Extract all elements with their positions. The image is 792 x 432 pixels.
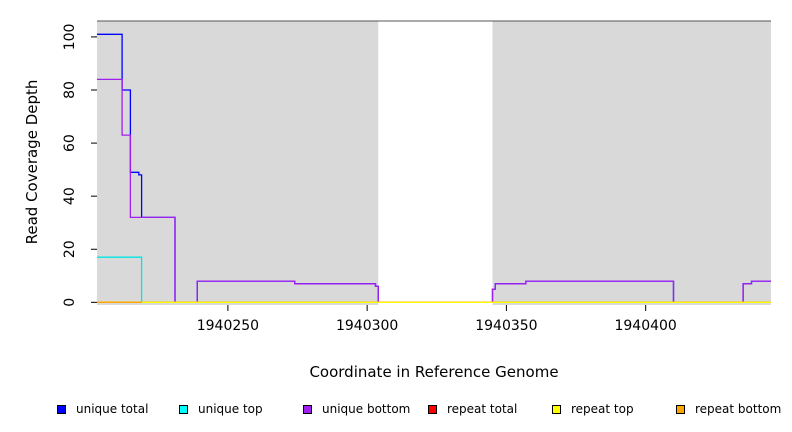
- legend-swatch: [57, 404, 66, 414]
- legend-swatch: [303, 404, 312, 414]
- x-axis-label: Coordinate in Reference Genome: [309, 363, 558, 381]
- legend-swatch: [552, 404, 561, 414]
- y-tick-label: 100: [62, 24, 78, 51]
- y-axis: 0 20 40 60 80 100: [62, 24, 97, 307]
- legend-label: repeat top: [571, 402, 634, 416]
- series-lines: [97, 33, 771, 303]
- legend-item-unique-top: unique top: [179, 398, 263, 420]
- legend-label: unique top: [198, 402, 263, 416]
- legend-item-repeat-top: repeat top: [552, 398, 634, 420]
- legend-item-unique-total: unique total: [57, 398, 148, 420]
- legend-swatch: [428, 404, 437, 414]
- legend: unique total unique top unique bottom repea…: [0, 398, 792, 420]
- x-axis: 1940250 1940300 1940350 1940400: [197, 305, 677, 334]
- legend-swatch: [676, 404, 685, 414]
- legend-item-repeat-total: repeat total: [428, 398, 517, 420]
- legend-item-repeat-bottom: repeat bottom: [676, 398, 781, 420]
- legend-item-unique-bottom: unique bottom: [303, 398, 410, 420]
- y-tick-label: 40: [62, 187, 78, 205]
- legend-label: unique bottom: [322, 402, 411, 416]
- x-tick-label: 1940300: [336, 318, 398, 334]
- y-axis-label: Read Coverage Depth: [23, 80, 41, 245]
- legend-label: repeat total: [447, 402, 518, 416]
- legend-label: unique total: [76, 402, 149, 416]
- legend-swatch: [179, 404, 188, 414]
- x-tick-label: 1940250: [197, 318, 259, 334]
- y-tick-label: 80: [62, 81, 78, 99]
- y-tick-label: 60: [62, 134, 78, 152]
- y-tick-label: 20: [62, 240, 78, 258]
- x-tick-label: 1940400: [614, 318, 676, 334]
- legend-label: repeat bottom: [695, 402, 782, 416]
- plot-background: [97, 20, 771, 305]
- y-tick-label: 0: [62, 298, 78, 307]
- unshaded-region: [378, 21, 493, 305]
- x-tick-label: 1940350: [475, 318, 537, 334]
